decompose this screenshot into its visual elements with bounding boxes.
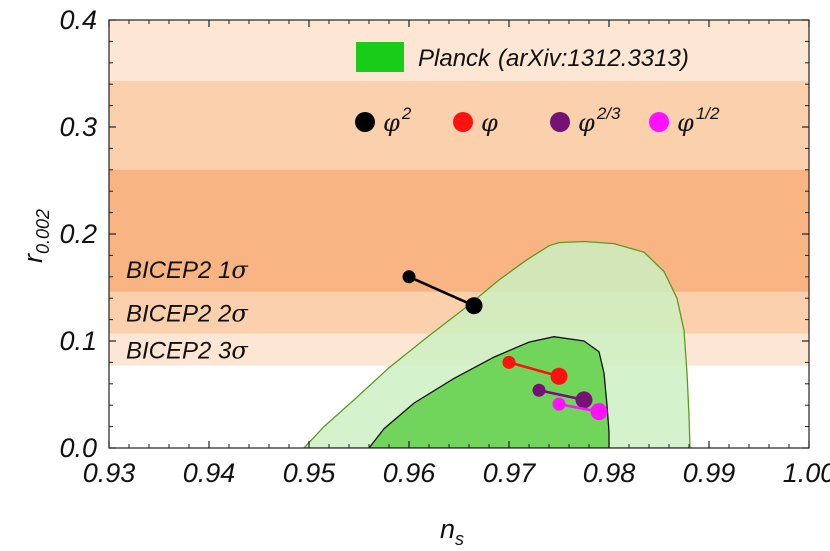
series-phi bbox=[502, 355, 568, 385]
x-axis-label: ns bbox=[440, 514, 464, 549]
x-tick-label: 1.00 bbox=[783, 458, 830, 488]
series-phi-2 bbox=[402, 270, 483, 315]
series-point-phi-2-3-large bbox=[575, 391, 593, 409]
band-label-bicep2-1sigma: BICEP2 1σ bbox=[126, 256, 248, 284]
model-series bbox=[402, 270, 608, 421]
planck-contours bbox=[303, 240, 691, 448]
legend-label-phi-1-2: φ 1/2 bbox=[677, 104, 720, 137]
y-tick-label: 0.4 bbox=[59, 5, 97, 35]
y-axis-label-main: r bbox=[18, 253, 48, 263]
legend-label-phi: φ bbox=[481, 109, 498, 137]
bicep2-bands bbox=[109, 20, 809, 366]
legend: Planck (arXiv:1312.3313) φ 2 φ φ 2/3 φ 1/2 bbox=[355, 42, 720, 137]
legend-marker-phi-2 bbox=[355, 112, 375, 132]
series-point-phi-2-small bbox=[402, 270, 416, 284]
legend-planck-text: Planck (arXiv:1312.3313) bbox=[418, 45, 689, 72]
y-axis-label: r0.002 bbox=[18, 209, 53, 263]
y-tick-label: 0.3 bbox=[59, 112, 97, 142]
plot-frame bbox=[108, 19, 810, 449]
x-tick-label: 0.96 bbox=[383, 458, 437, 488]
x-tick-label: 0.99 bbox=[683, 458, 736, 488]
legend-marker-phi-2-3 bbox=[550, 112, 570, 132]
series-point-phi-1-2-large bbox=[590, 403, 608, 421]
legend-marker-phi-1-2 bbox=[649, 112, 669, 132]
band-labels: BICEP2 1σ BICEP2 2σ BICEP2 3σ bbox=[126, 256, 248, 365]
band-bicep2-1sigma bbox=[109, 169, 809, 292]
legend-planck-swatch bbox=[356, 42, 404, 72]
legend-label-phi-2-3: φ 2/3 bbox=[578, 104, 621, 137]
x-tick-label: 0.97 bbox=[483, 458, 537, 488]
x-tick-label: 0.93 bbox=[83, 458, 136, 488]
y-tick-label: 0.2 bbox=[59, 219, 97, 249]
axis-ticks: 0.93 0.94 0.95 0.96 0.97 0.98 0.99 1.00 0.0 0.1 0.… bbox=[59, 5, 830, 488]
x-tick-label: 0.95 bbox=[283, 458, 337, 488]
legend-planck-label: Planck bbox=[418, 45, 492, 72]
x-tick-label: 0.94 bbox=[183, 458, 236, 488]
x-tick-label: 0.98 bbox=[583, 458, 636, 488]
series-point-phi-2-large bbox=[465, 297, 483, 315]
series-phi-2-3 bbox=[532, 383, 593, 409]
legend-planck-ref: (arXiv:1312.3313) bbox=[498, 45, 689, 72]
series-point-phi-large bbox=[550, 367, 568, 385]
series-line-phi-2 bbox=[408, 275, 475, 307]
y-tick-label: 0.1 bbox=[59, 326, 97, 356]
y-tick-label: 0.0 bbox=[59, 433, 97, 463]
contour-planck-1sigma bbox=[368, 336, 610, 448]
band-label-bicep2-2sigma: BICEP2 2σ bbox=[126, 300, 248, 328]
series-point-phi-2-3-small bbox=[532, 383, 546, 397]
y-axis-label-sub: 0.002 bbox=[33, 209, 53, 254]
series-point-phi-1-2-small bbox=[552, 397, 566, 411]
legend-marker-phi bbox=[453, 112, 473, 132]
series-line-phi bbox=[508, 361, 560, 378]
series-point-phi-small bbox=[502, 355, 516, 369]
x-axis-label-sub: s bbox=[455, 529, 464, 549]
x-axis-label-main: n bbox=[440, 514, 455, 544]
series-phi-1-2 bbox=[552, 397, 608, 421]
band-label-bicep2-3sigma: BICEP2 3σ bbox=[126, 337, 248, 365]
